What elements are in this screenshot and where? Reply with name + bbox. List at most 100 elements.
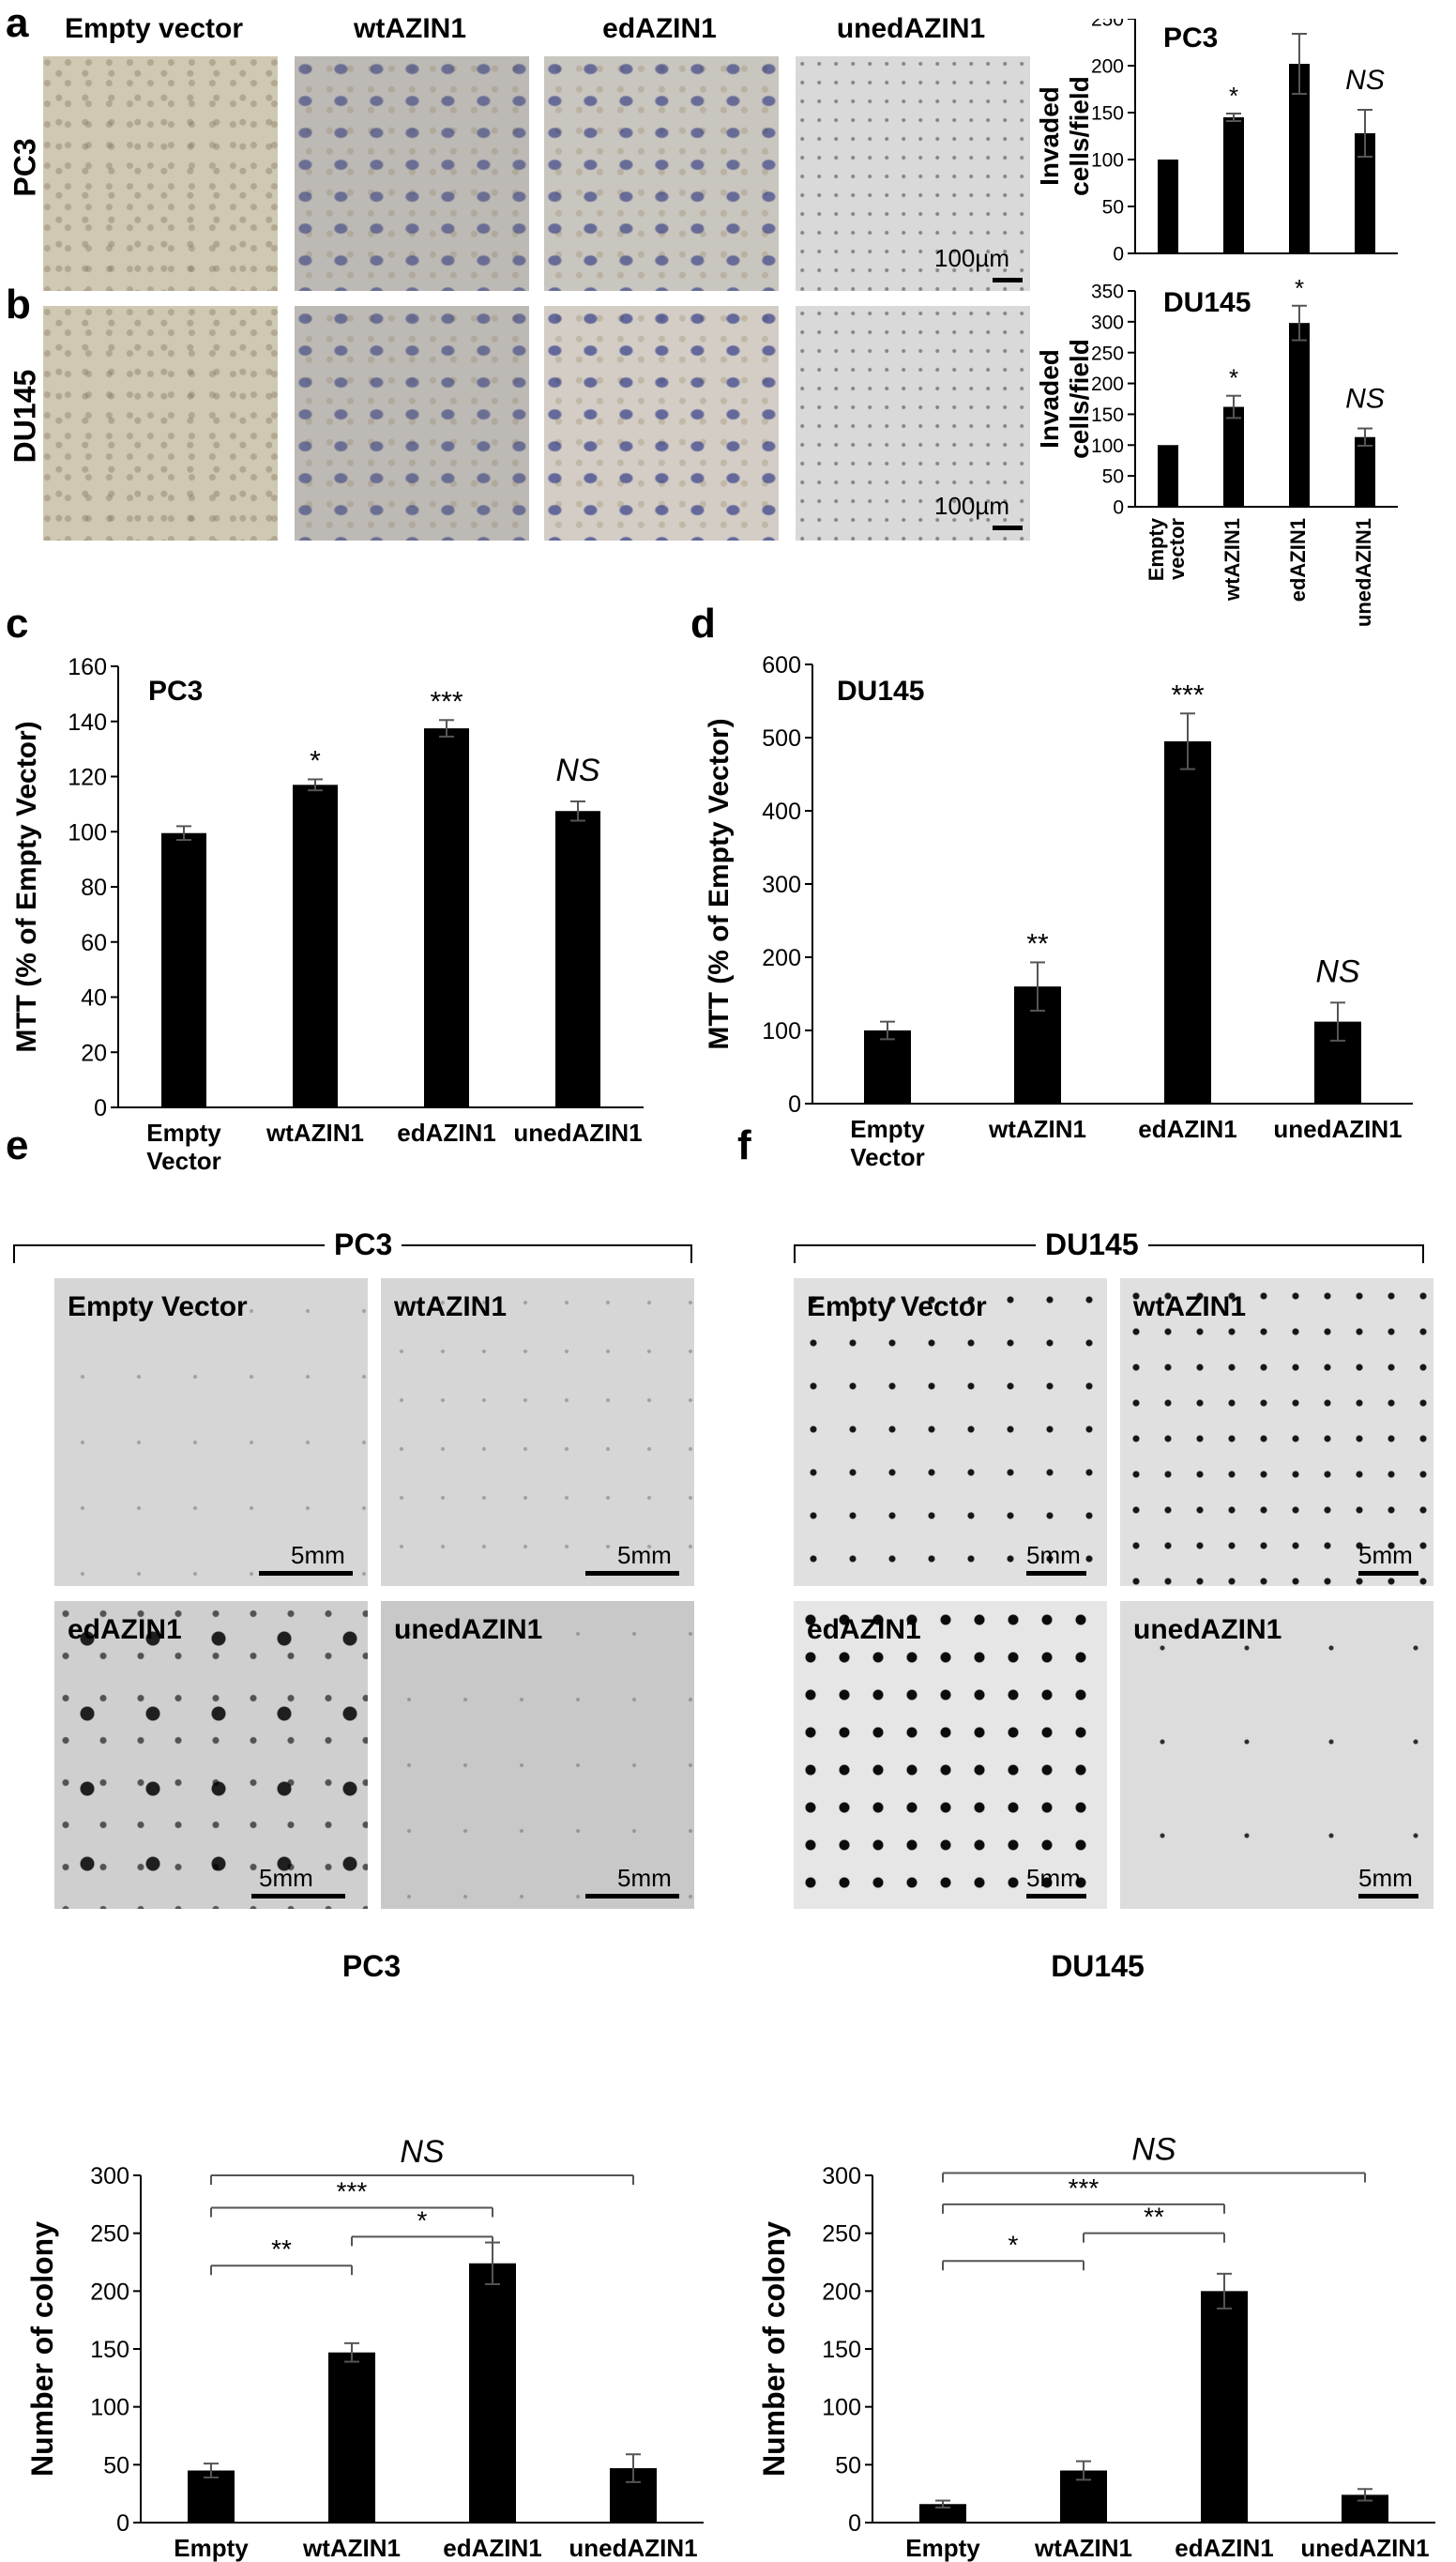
y-tick-label: 0 — [116, 2510, 129, 2537]
micrograph-pc3-wtazin1 — [295, 56, 529, 291]
column-label-edazin1: edAZIN1 — [602, 13, 717, 44]
x-category-label: Vector — [146, 1147, 221, 1175]
panel-label-e: e — [6, 1122, 29, 1168]
scale-bar — [1358, 1894, 1418, 1899]
y-tick-label: 50 — [103, 2452, 129, 2478]
bar — [1355, 436, 1375, 507]
y-tick-label: 100 — [822, 2395, 861, 2421]
y-tick-label: 100 — [1091, 150, 1124, 172]
micrograph-du145-edazin1 — [544, 306, 779, 541]
y-tick-label: 150 — [822, 2337, 861, 2363]
y-tick-label: 0 — [1113, 497, 1124, 519]
scale-bar — [585, 1894, 679, 1899]
pc3-group-tick-right — [690, 1244, 692, 1263]
y-tick-label: 600 — [762, 652, 801, 679]
x-category-label: edAZIN1 — [397, 1119, 495, 1147]
scale-label: 5mm — [1026, 1864, 1081, 1892]
y-tick-label: 60 — [81, 930, 107, 956]
x-category-label: wtAZIN1 — [1034, 2534, 1132, 2562]
panel-label-c: c — [6, 601, 29, 647]
x-category-label: Vector — [850, 1143, 925, 1171]
micrograph-pc3-edazin1 — [544, 56, 779, 291]
y-axis-label: MTT (% of Empty Vector) — [704, 718, 735, 1049]
y-axis-label-line-1: Invaded — [1035, 86, 1064, 186]
scale-label: 5mm — [617, 1541, 672, 1569]
significance-stars: * — [1295, 274, 1304, 302]
micrograph-du145-empty-vector — [43, 306, 278, 541]
chart-title: PC3 — [342, 1949, 401, 1983]
y-tick-label: 200 — [762, 945, 801, 971]
scale-label: 5mm — [1026, 1541, 1081, 1569]
dish-pc3-wtazin1: wtAZIN1 5mm — [381, 1278, 694, 1586]
y-tick-label: 200 — [90, 2279, 129, 2305]
bar — [1289, 64, 1310, 253]
dish-label: edAZIN1 — [68, 1614, 182, 1645]
bracket-label-stars: * — [417, 2205, 428, 2234]
column-label-empty-vector: Empty vector — [64, 13, 244, 44]
x-category-label: edAZIN1 — [1286, 518, 1310, 602]
bar — [1355, 133, 1375, 253]
x-category-label: edAZIN1 — [1175, 2534, 1273, 2562]
bar — [1223, 406, 1244, 507]
y-axis-label-line-2: cells/field — [1065, 339, 1094, 459]
scale-bar — [993, 526, 1023, 530]
pc3-group-tick-left — [13, 1244, 15, 1263]
dish-label: wtAZIN1 — [394, 1291, 507, 1322]
x-category-label: wtAZIN1 — [302, 2534, 401, 2562]
dish-label: edAZIN1 — [807, 1614, 921, 1645]
bar — [188, 2470, 235, 2523]
dish-du145-edazin1: edAZIN1 5mm — [794, 1601, 1107, 1909]
y-tick-label: 80 — [81, 875, 107, 901]
du145-group-title: DU145 — [1036, 1228, 1148, 1262]
scale-label: 5mm — [291, 1541, 345, 1569]
y-tick-label: 100 — [68, 819, 107, 846]
y-tick-label: 50 — [1102, 197, 1124, 219]
y-tick-label: 200 — [1091, 374, 1124, 395]
chart-b-du145-invasion: 0 50 100 150 200 250 300 350 DU145 Invaded cells/f… — [1035, 274, 1398, 627]
significance-stars: * — [1229, 364, 1238, 392]
y-tick-label: 250 — [1091, 343, 1124, 364]
y-tick-label: 400 — [762, 799, 801, 825]
bracket-label-stars: *** — [337, 2177, 368, 2206]
x-category-label: wtAZIN1 — [1221, 518, 1244, 602]
y-tick-label: 140 — [68, 709, 107, 736]
panel-label-a: a — [6, 0, 29, 46]
dish-du145-unedazin1: unedAZIN1 5mm — [1120, 1601, 1433, 1909]
y-tick-label: 150 — [1091, 404, 1124, 426]
y-tick-label: 350 — [1091, 282, 1124, 303]
y-tick-label: 40 — [81, 985, 107, 1012]
y-tick-label: 200 — [822, 2279, 861, 2305]
column-label-unedazin1: unedAZIN1 — [836, 13, 986, 44]
x-category-label: Empty — [174, 2534, 249, 2562]
panel-label-b: b — [6, 282, 31, 328]
bar — [1158, 445, 1178, 507]
bracket-label-ns: NS — [400, 2134, 445, 2170]
scale-bar — [585, 1571, 679, 1576]
scale-bar — [251, 1894, 345, 1899]
bar — [919, 2504, 966, 2523]
pc3-group-title: PC3 — [325, 1228, 402, 1262]
significance-stars: * — [310, 745, 321, 776]
y-tick-label: 250 — [90, 2221, 129, 2248]
dish-label: unedAZIN1 — [1133, 1614, 1282, 1645]
bracket-label-ns: NS — [1131, 2132, 1176, 2168]
dish-pc3-empty-vector: Empty Vector 5mm — [54, 1278, 368, 1586]
bar — [1289, 323, 1310, 507]
y-tick-label: 120 — [68, 765, 107, 791]
y-axis-label-line-2: cells/field — [1065, 76, 1094, 196]
dish-label: Empty Vector — [807, 1291, 987, 1322]
y-tick-label: 150 — [1091, 103, 1124, 125]
dish-label: unedAZIN1 — [394, 1614, 543, 1645]
significance-stars: *** — [430, 686, 463, 717]
x-category-label: unedAZIN1 — [1273, 1115, 1402, 1143]
x-category-label: edAZIN1 — [443, 2534, 541, 2562]
significance-ns: NS — [1345, 384, 1385, 415]
y-axis-label-line-1: Invaded — [1035, 349, 1064, 449]
y-tick-label: 160 — [68, 654, 107, 680]
bar — [1223, 117, 1244, 253]
x-category-label: wtAZIN1 — [988, 1115, 1086, 1143]
bracket-label-stars: *** — [1069, 2173, 1100, 2203]
significance-stars: * — [1295, 19, 1304, 30]
bar — [1164, 740, 1211, 1104]
y-axis-label: Number of colony — [25, 2221, 59, 2477]
